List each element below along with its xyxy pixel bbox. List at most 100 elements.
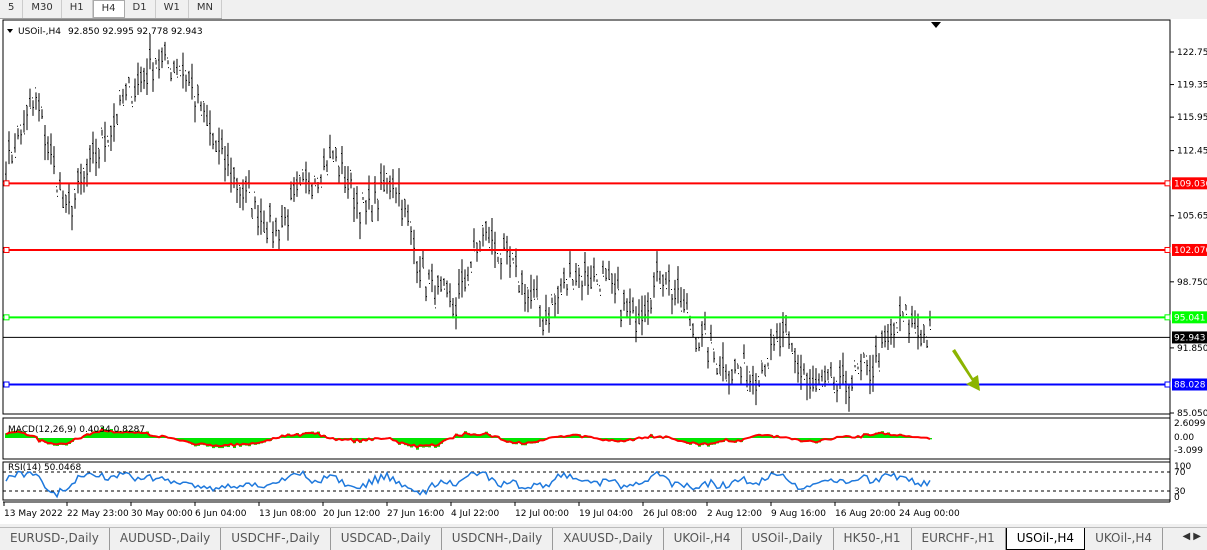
tab-chart[interactable]: USOil-,Daily	[742, 528, 834, 550]
candle	[65, 195, 67, 213]
candle	[269, 203, 271, 222]
candle	[377, 199, 379, 221]
candle	[638, 299, 640, 324]
time-tick: 9 Aug 16:00	[771, 509, 826, 519]
timeframe-H1[interactable]: H1	[62, 0, 93, 18]
time-tick: 19 Jul 04:00	[579, 509, 633, 519]
candle	[926, 337, 928, 348]
candle	[845, 371, 847, 404]
candle	[353, 188, 355, 222]
candle	[167, 58, 169, 68]
macd-tick: 0.00	[1174, 433, 1194, 443]
candle	[734, 359, 736, 374]
tab-chart[interactable]: USDCHF-,Daily	[221, 528, 330, 550]
candle	[173, 61, 175, 73]
candle	[149, 34, 151, 69]
candle	[641, 296, 643, 336]
candle	[446, 281, 448, 298]
tab-chart[interactable]: UKOil-,H4	[1085, 528, 1163, 550]
tab-chart[interactable]: HK50-,H1	[834, 528, 912, 550]
level-handle[interactable]	[4, 382, 9, 387]
candle	[791, 343, 793, 354]
candle	[23, 110, 25, 134]
timeframe-D1[interactable]: D1	[125, 0, 156, 18]
dropdown-icon[interactable]	[7, 29, 13, 33]
level-handle[interactable]	[1165, 247, 1170, 252]
candle	[770, 329, 772, 360]
candle	[224, 146, 226, 182]
timeframe-5[interactable]: 5	[0, 0, 23, 18]
candle	[515, 248, 517, 277]
candle	[776, 323, 778, 341]
timeframe-M30[interactable]: M30	[23, 0, 61, 18]
candle	[134, 79, 136, 102]
tab-chart[interactable]: UKOil-,H4	[664, 528, 742, 550]
level-handle[interactable]	[4, 315, 9, 320]
candle	[158, 50, 160, 79]
candle	[11, 152, 13, 163]
candle	[122, 89, 124, 106]
candle	[554, 294, 556, 316]
tab-scroll-arrows[interactable]: ◀ ▶	[1178, 531, 1201, 542]
candle	[131, 97, 133, 107]
time-tick: 22 May 23:00	[67, 509, 129, 519]
candle	[80, 164, 82, 195]
candle	[413, 230, 415, 264]
candle	[533, 279, 535, 299]
candle	[569, 251, 571, 277]
level-handle[interactable]	[1165, 181, 1170, 186]
level-handle[interactable]	[1165, 382, 1170, 387]
candle	[656, 251, 658, 281]
tab-chart[interactable]: USOil-,H4	[1006, 528, 1085, 550]
timeframe-W1[interactable]: W1	[156, 0, 189, 18]
candle	[371, 205, 373, 222]
candle	[53, 146, 55, 174]
tab-chart[interactable]: USDCAD-,Daily	[331, 528, 442, 550]
main-pane	[3, 20, 1170, 414]
time-tick: 20 Jun 12:00	[323, 509, 380, 519]
level-handle[interactable]	[4, 181, 9, 186]
price-tick: 98.750	[1177, 278, 1207, 288]
candle	[731, 369, 733, 384]
candle	[260, 199, 262, 235]
candle	[593, 258, 595, 282]
candle	[503, 233, 505, 249]
candle	[668, 264, 670, 295]
candle	[338, 166, 340, 184]
tab-chart[interactable]: AUDUSD-,Daily	[110, 528, 221, 550]
candle	[41, 107, 43, 119]
candle	[161, 48, 163, 69]
candle	[245, 176, 247, 203]
candle	[653, 272, 655, 298]
candle	[488, 227, 490, 248]
candle	[704, 312, 706, 334]
level-handle[interactable]	[1165, 315, 1170, 320]
candle	[920, 330, 922, 347]
candle	[95, 139, 97, 176]
candle	[671, 289, 673, 314]
candle	[611, 273, 613, 293]
candle	[314, 176, 316, 186]
tab-chart[interactable]: USDCNH-,Daily	[442, 528, 554, 550]
tab-chart[interactable]: EURUSD-,Daily	[0, 528, 110, 550]
candle	[647, 292, 649, 324]
tab-chart[interactable]: EURCHF-,H1	[912, 528, 1006, 550]
timeframe-H4[interactable]: H4	[93, 0, 125, 18]
candle	[323, 148, 325, 170]
candle	[797, 355, 799, 383]
candle	[626, 298, 628, 318]
level-handle[interactable]	[4, 247, 9, 252]
candle	[539, 305, 541, 327]
tab-chart[interactable]: XAUUSD-,Daily	[553, 528, 663, 550]
candle	[170, 69, 172, 81]
candle	[749, 372, 751, 392]
candle	[884, 325, 886, 347]
candle	[197, 85, 199, 103]
candle	[659, 271, 661, 289]
candle	[683, 289, 685, 313]
timeframe-MN[interactable]: MN	[189, 0, 222, 18]
